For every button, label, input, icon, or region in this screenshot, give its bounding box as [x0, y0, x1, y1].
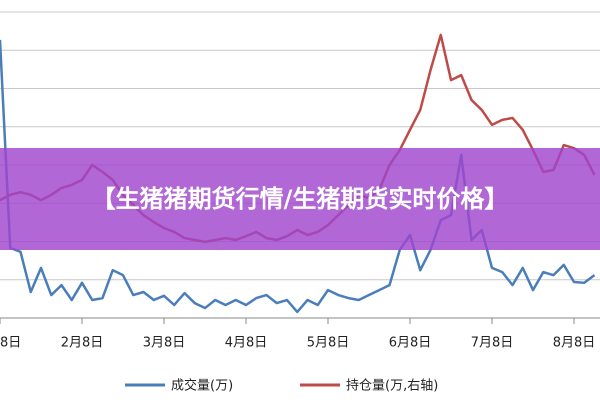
x-tick-label: 3月8日 — [143, 336, 186, 351]
title-banner: 【生猪猪期货行情/生猪期货实时价格】 — [0, 148, 600, 250]
x-tick-label: 4月8日 — [225, 336, 268, 351]
x-tick-label: 2月8日 — [61, 336, 104, 351]
series-line — [0, 39, 596, 314]
legend-label: 持仓量(万,右轴) — [346, 379, 438, 394]
x-tick-label: 8月8日 — [553, 336, 596, 351]
legend-label: 成交量(万) — [171, 378, 233, 394]
chart-title: 【生猪猪期货行情/生猪期货实时价格】 — [91, 185, 509, 213]
x-tick-label: 7月8日 — [471, 336, 514, 351]
x-tick-label: 1月8日 — [0, 336, 21, 351]
x-tick-label: 6月8日 — [389, 336, 432, 351]
x-tick-label: 5月8日 — [307, 336, 350, 351]
